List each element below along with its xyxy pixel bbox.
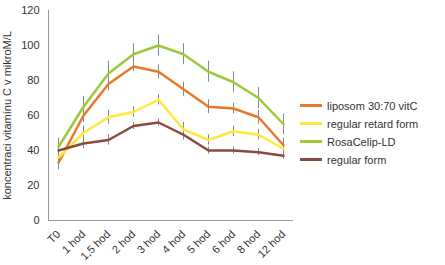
svg-text:20: 20 xyxy=(27,179,39,191)
svg-text:1 hod: 1 hod xyxy=(59,227,88,256)
svg-text:120: 120 xyxy=(21,4,39,16)
html-text:regular form: regular form xyxy=(327,153,387,166)
svg-text:2 hod: 2 hod xyxy=(109,228,137,256)
svg-text:T0: T0 xyxy=(45,228,63,246)
svg-text:3 hod: 3 hod xyxy=(134,228,162,256)
svg-text:100: 100 xyxy=(21,39,39,51)
html-text:regular retard form: regular retard form xyxy=(327,117,419,130)
svg-text:40: 40 xyxy=(27,144,39,156)
svg-text:6 hod: 6 hod xyxy=(209,228,237,256)
svg-text:12 hod: 12 hod xyxy=(255,228,287,260)
html-text:RosaCelip-LD: RosaCelip-LD xyxy=(327,135,396,148)
svg-text:60: 60 xyxy=(27,109,39,121)
svg-text:4 hod: 4 hod xyxy=(159,228,187,256)
svg-text:koncentraci vitamínu C v mikro: koncentraci vitamínu C v mikroM/L xyxy=(1,31,13,200)
svg-text:8 hod: 8 hod xyxy=(234,227,263,256)
svg-text:1,5 hod: 1,5 hod xyxy=(78,228,112,262)
svg-text:0: 0 xyxy=(33,214,39,226)
svg-text:5 hod: 5 hod xyxy=(184,228,212,256)
svg-text:80: 80 xyxy=(27,74,39,86)
html-text:liposom 30:70 vitC: liposom 30:70 vitC xyxy=(327,99,418,112)
